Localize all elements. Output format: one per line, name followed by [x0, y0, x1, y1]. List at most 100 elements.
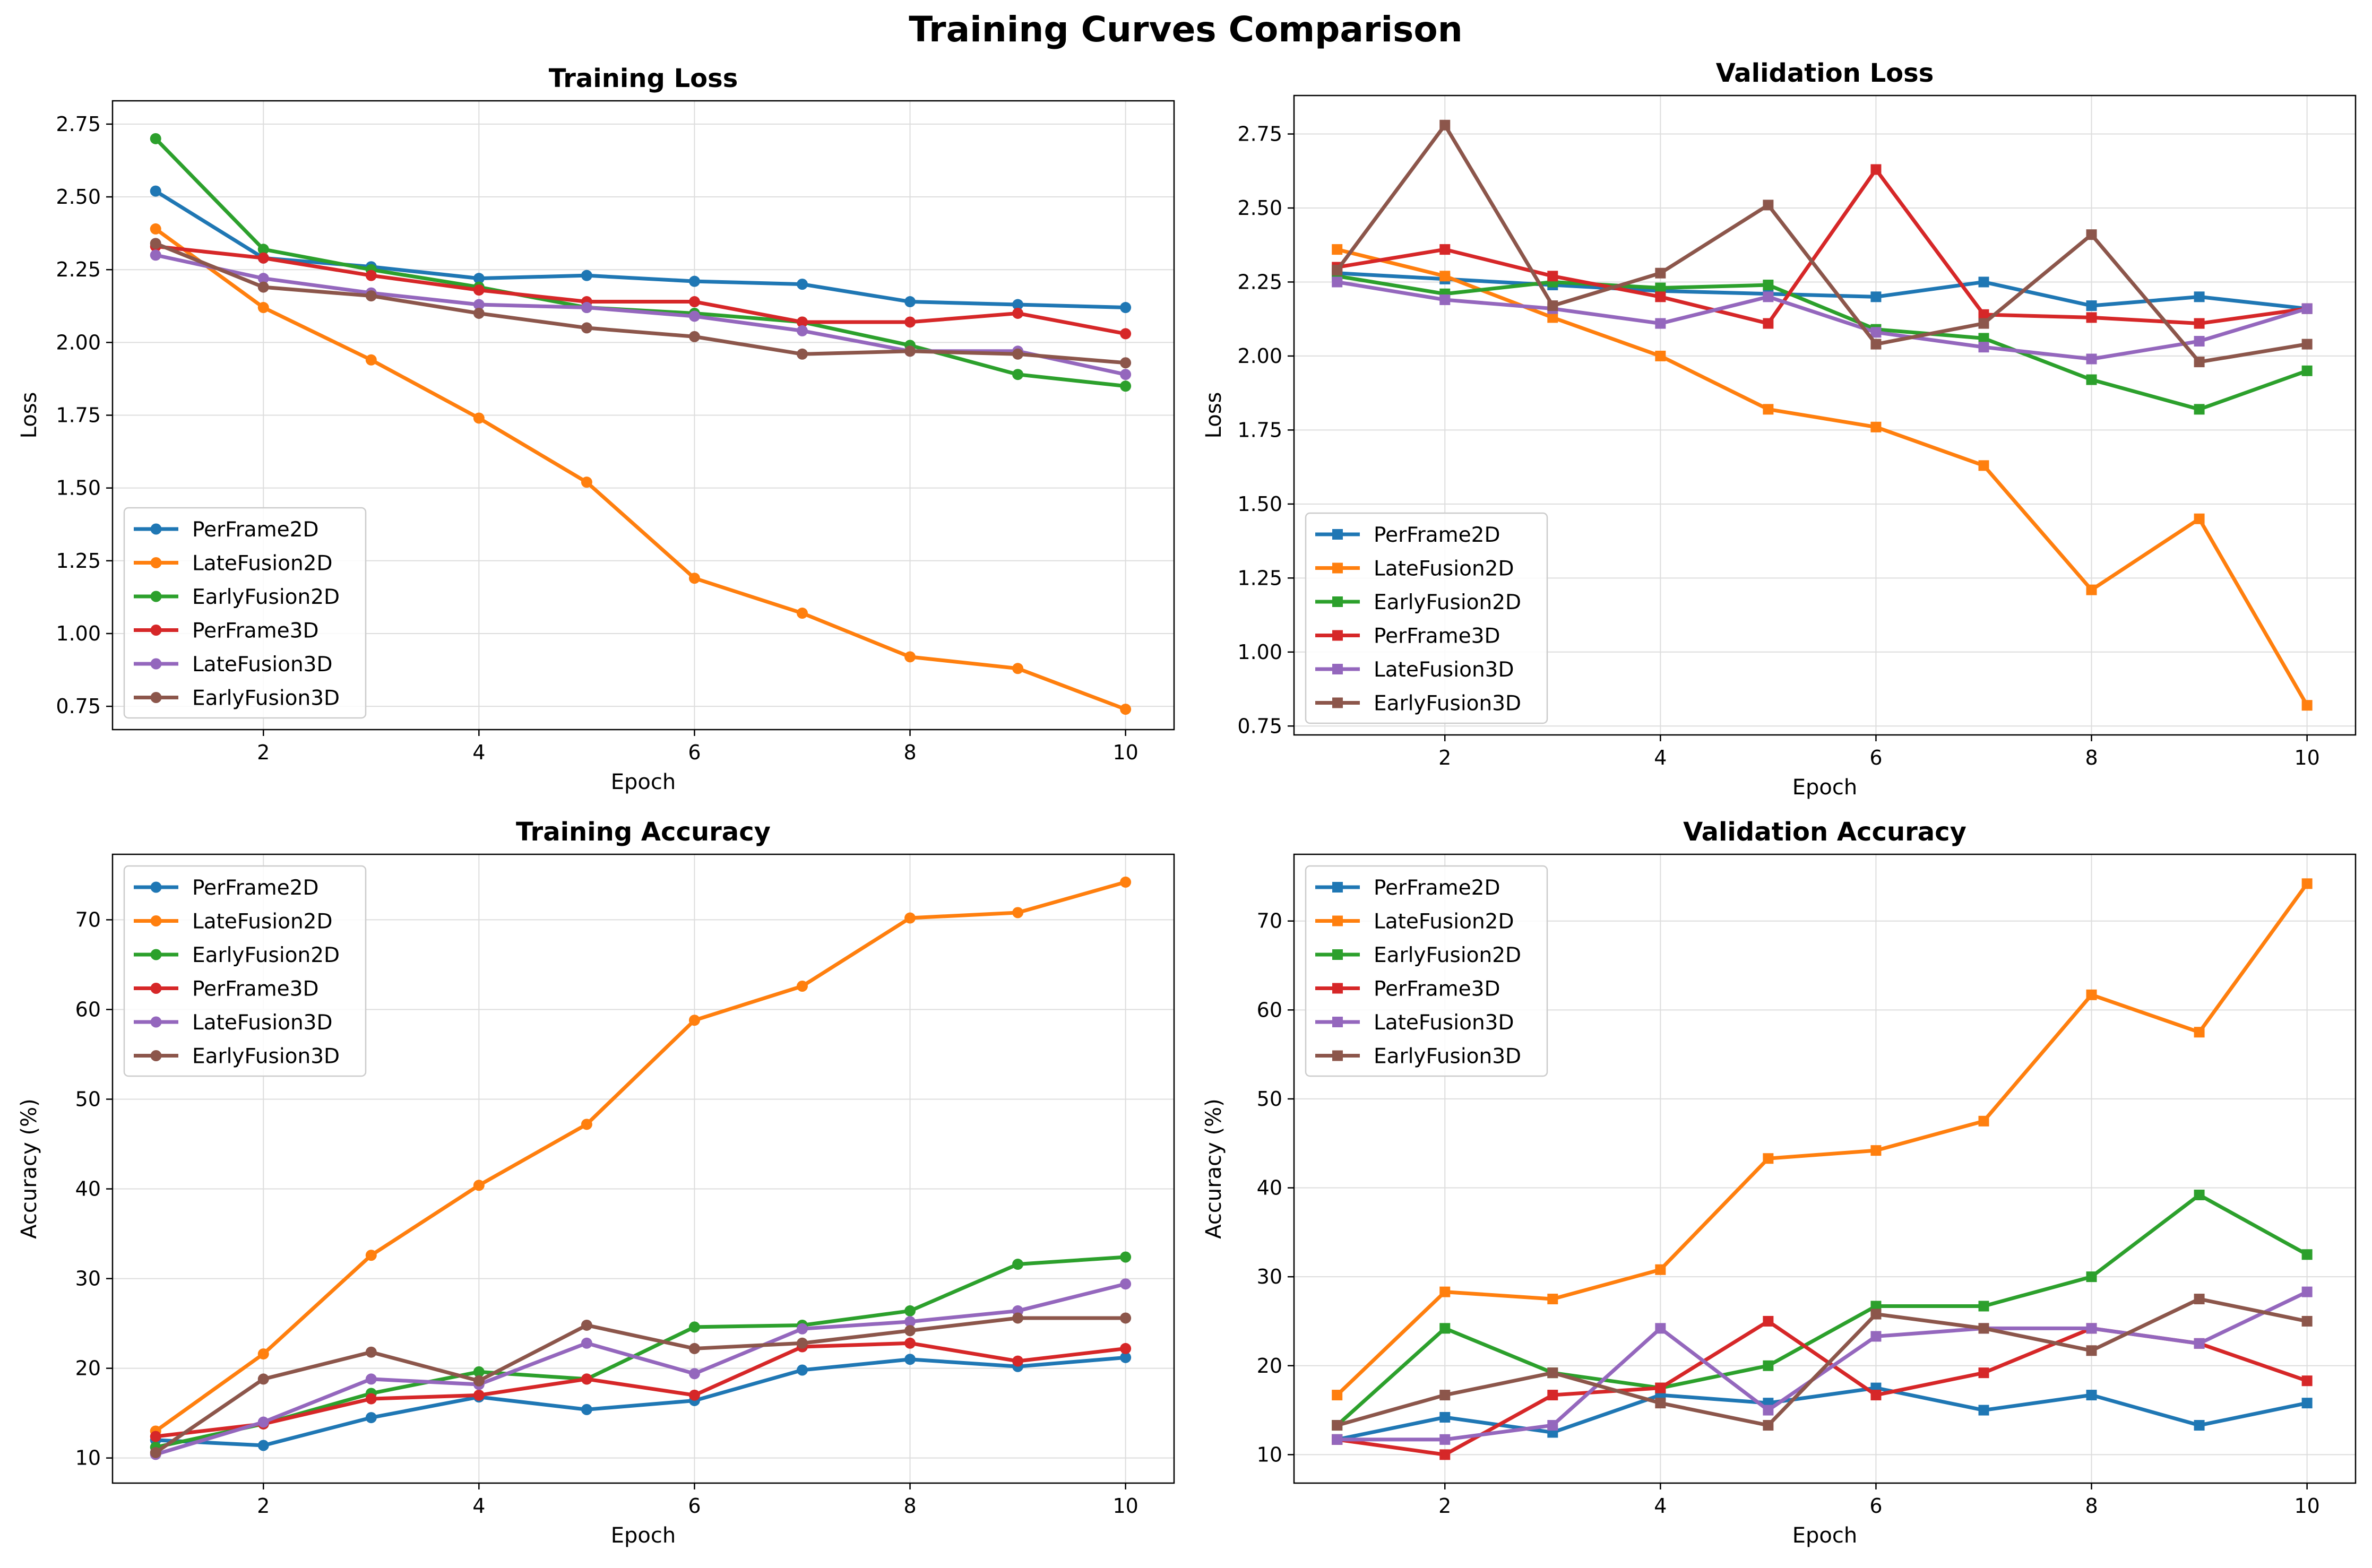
legend-label: PerFrame2D	[192, 876, 319, 900]
x-axis-label: Epoch	[1792, 775, 1857, 800]
data-point	[2086, 229, 2097, 240]
data-point	[581, 270, 592, 281]
data-point	[688, 1321, 700, 1333]
legend-label: EarlyFusion2D	[1374, 943, 1521, 967]
legend-label: PerFrame2D	[192, 518, 319, 542]
data-point	[1439, 271, 1451, 282]
data-point	[1870, 327, 1882, 338]
data-point	[257, 1440, 269, 1451]
data-point	[2301, 1375, 2313, 1387]
data-point	[904, 1354, 916, 1365]
axis-ticks: 2 4 6 8 10 0.75 1.00 1.25 1.50 1.75 2.00 2.25 2.50 2.…	[56, 112, 1138, 764]
legend-label: EarlyFusion2D	[1374, 591, 1521, 614]
y-axis-label: Accuracy (%)	[17, 1098, 41, 1239]
data-point	[2194, 1027, 2205, 1038]
data-point	[150, 1447, 161, 1459]
data-point	[1439, 119, 1451, 131]
data-point	[688, 573, 700, 584]
series-line-PerFrame2D	[154, 189, 1126, 310]
data-point	[1978, 318, 1989, 329]
x-tick-label: 8	[2085, 746, 2098, 769]
data-point	[1547, 1420, 1558, 1431]
data-point	[1439, 1411, 1451, 1423]
legend-marker	[1332, 1050, 1343, 1061]
chart-panel-2: Training Accuracy 2 4 6 8 10 10 20 30 40 50 60 70 Epo…	[17, 817, 1175, 1548]
data-point	[2194, 1189, 2205, 1200]
legend-marker	[1332, 915, 1343, 926]
plot-frame	[111, 853, 1175, 1484]
data-point	[2301, 1398, 2313, 1409]
data-point	[1547, 1390, 1558, 1401]
data-point	[904, 1305, 916, 1316]
legend-marker	[1332, 1017, 1343, 1027]
data-point	[365, 354, 377, 366]
data-point	[904, 1316, 916, 1328]
data-point	[1978, 1115, 1989, 1127]
legend-marker	[150, 591, 162, 602]
legend-marker	[150, 881, 162, 893]
data-point	[2086, 1345, 2097, 1356]
data-point	[581, 322, 592, 334]
series-line-LateFusion2D	[154, 227, 1126, 711]
data-point	[2301, 365, 2313, 376]
data-point	[1870, 421, 1882, 432]
x-tick-label: 6	[688, 741, 701, 764]
x-tick-label: 2	[1438, 746, 1451, 769]
legend-box	[123, 507, 367, 719]
data-point	[2301, 1249, 2313, 1260]
data-point	[1439, 1323, 1451, 1334]
y-tick-label: 2.25	[56, 258, 101, 281]
data-point	[2194, 291, 2205, 302]
data-point	[473, 412, 485, 424]
series-group	[150, 133, 1132, 715]
data-point	[1120, 380, 1132, 392]
data-point	[150, 223, 161, 235]
data-point	[581, 1319, 592, 1331]
data-point	[150, 133, 161, 144]
data-point	[1012, 348, 1024, 360]
data-point	[688, 275, 700, 287]
data-point	[1870, 1309, 1882, 1320]
legend: PerFrame2D LateFusion2D EarlyFusion2D PerFr…	[1305, 865, 1548, 1077]
data-point	[1439, 1286, 1451, 1297]
data-point	[581, 1119, 592, 1130]
data-point	[1012, 369, 1024, 380]
series-line-EarlyFusion2D	[1335, 1193, 2308, 1427]
y-tick-label: 0.75	[1237, 714, 1282, 738]
legend-label: LateFusion2D	[192, 552, 333, 576]
y-tick-label: 2.50	[1237, 196, 1282, 220]
legend-marker	[1332, 596, 1343, 607]
data-point	[796, 1337, 808, 1349]
data-point	[688, 296, 700, 308]
x-axis-label: Epoch	[611, 770, 676, 794]
legend-label: LateFusion2D	[1374, 910, 1514, 934]
y-axis-label: Loss	[17, 392, 41, 439]
legend-marker	[150, 1050, 162, 1061]
data-point	[1120, 1352, 1132, 1363]
data-point	[688, 1015, 700, 1026]
legend-marker	[1332, 949, 1343, 960]
data-point	[2086, 374, 2097, 385]
data-point	[2301, 339, 2313, 350]
data-point	[1655, 350, 1666, 361]
data-point	[365, 270, 377, 281]
y-tick-label: 1.50	[56, 477, 101, 500]
data-point	[1120, 1251, 1132, 1263]
data-point	[2086, 312, 2097, 323]
data-point	[257, 1348, 269, 1360]
data-point	[1870, 1301, 1882, 1312]
legend-box	[1305, 865, 1548, 1077]
data-point	[1655, 318, 1666, 329]
legend-label: PerFrame3D	[1374, 977, 1500, 1001]
data-point	[2194, 1294, 2205, 1305]
y-tick-label: 2.00	[1237, 344, 1282, 368]
data-point	[2194, 513, 2205, 524]
x-tick-label: 6	[1869, 746, 1882, 769]
data-point	[1120, 328, 1132, 340]
data-point	[473, 299, 485, 310]
y-tick-label: 1.75	[1237, 418, 1282, 441]
axis-ticks: 2 4 6 8 10 10 20 30 40 50 60 70	[1257, 909, 2320, 1518]
data-point	[1655, 1323, 1666, 1334]
data-point	[1012, 307, 1024, 319]
data-point	[257, 252, 269, 264]
